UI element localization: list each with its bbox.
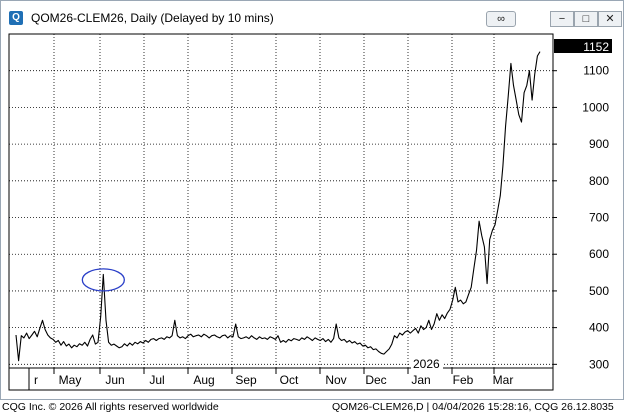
y-tick-label: 1000 [582, 100, 609, 114]
window-title: QOM26-CLEM26, Daily (Delayed by 10 mins) [31, 11, 274, 25]
x-tick-label: Jul [149, 373, 164, 387]
y-tick-label: 500 [589, 284, 609, 298]
minimize-button[interactable]: − [550, 11, 574, 27]
copyright-footer: CQG Inc. © 2026 All rights reserved worl… [2, 401, 219, 413]
year-marker: 2026 [413, 357, 440, 371]
x-tick-label: Dec [365, 373, 386, 387]
y-tick-label: 800 [589, 174, 609, 188]
x-tick-label: Nov [325, 373, 346, 387]
y-tick-label: 300 [589, 357, 609, 371]
x-tick-label: Oct [280, 373, 299, 387]
price-chart: 300 400 500 600 700 800 900 1000 1100 r May Jun Jul A… [8, 33, 612, 391]
last-price-tag [554, 39, 612, 53]
close-icon: ✕ [605, 13, 615, 25]
x-tick-label: r [34, 373, 38, 387]
y-tick-label: 900 [589, 137, 609, 151]
plot-area [8, 33, 554, 369]
y-tick-label: 700 [589, 211, 609, 225]
title-bar: Q QOM26-CLEM26, Daily (Delayed by 10 min… [1, 1, 623, 35]
annotation-ellipse [81, 268, 125, 292]
maximize-button[interactable]: □ [574, 11, 598, 27]
maximize-icon: □ [582, 13, 590, 25]
link-button[interactable]: ∞ [486, 11, 516, 27]
x-tick-label: May [59, 373, 82, 387]
last-price-label: 1152 [583, 40, 609, 54]
x-tick-label: Jun [105, 373, 124, 387]
minimize-icon: − [558, 13, 566, 25]
y-tick-label: 1100 [583, 64, 609, 78]
x-tick-label: Sep [235, 373, 257, 387]
corner-box [8, 367, 30, 391]
x-tick-label: Jan [411, 373, 430, 387]
status-footer: QOM26-CLEM26,D | 04/04/2026 15:28:16, CQ… [332, 401, 614, 413]
close-button[interactable]: ✕ [598, 11, 622, 27]
price-line [15, 51, 541, 362]
x-tick-label: Mar [493, 373, 514, 387]
app-icon: Q [9, 11, 23, 25]
y-tick-label: 400 [589, 321, 609, 335]
x-tick-label: Feb [453, 373, 474, 387]
year-marker-bg [411, 357, 443, 370]
x-tick-label: Aug [193, 373, 214, 387]
y-tick-label: 600 [589, 247, 609, 261]
link-icon: ∞ [497, 13, 505, 25]
